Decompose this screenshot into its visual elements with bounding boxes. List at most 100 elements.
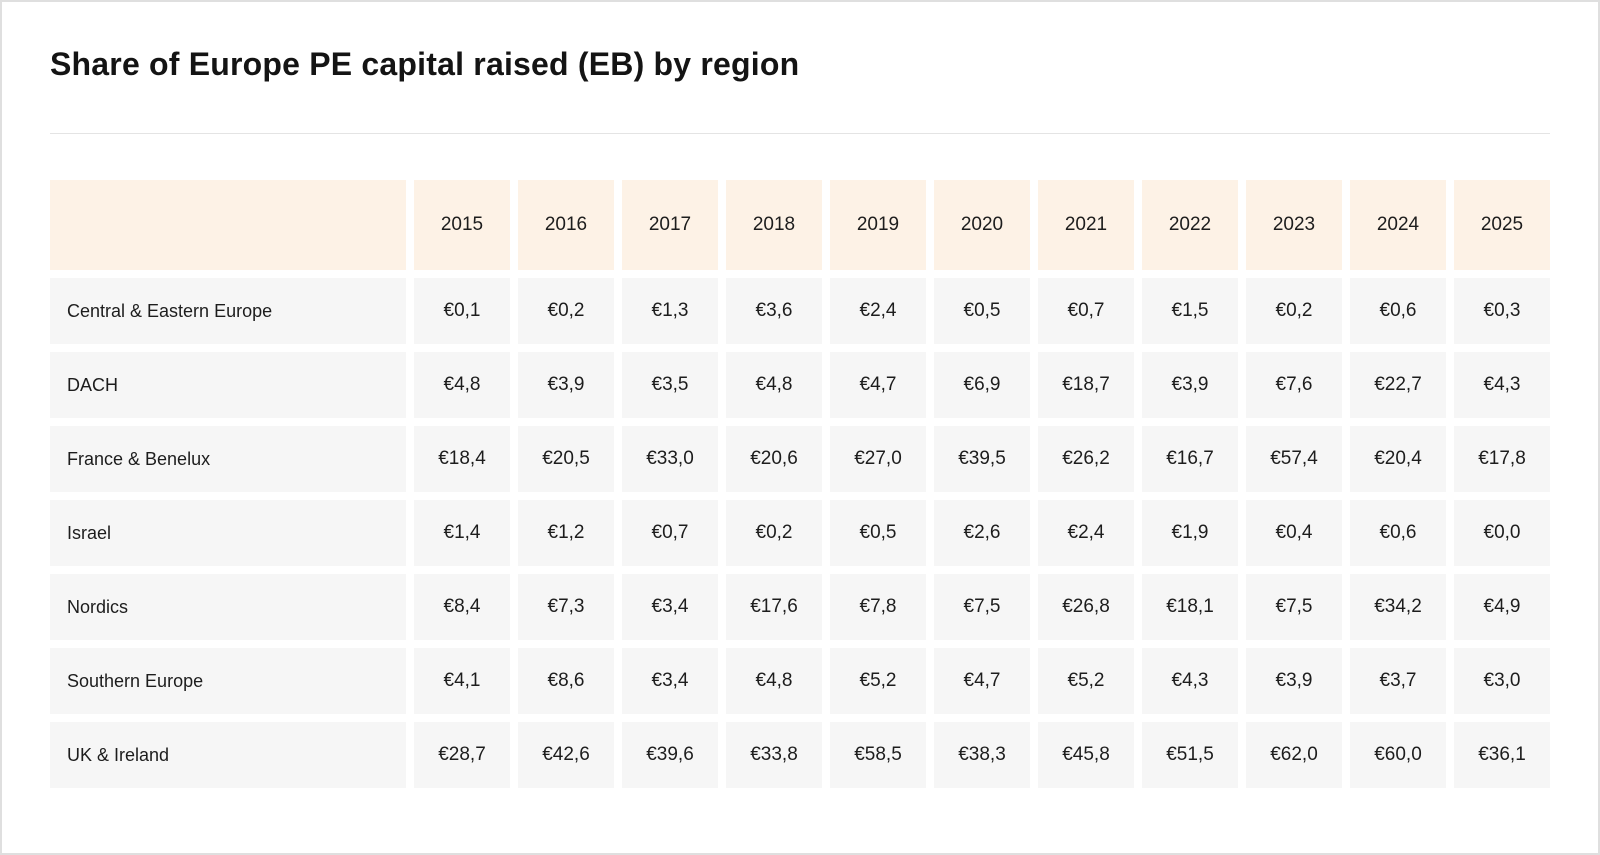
- value-cell: €7,6: [1246, 352, 1342, 418]
- value-cell: €8,6: [518, 648, 614, 714]
- year-column-header: 2023: [1246, 180, 1342, 270]
- value-cell: €36,1: [1454, 722, 1550, 788]
- value-cell: €20,6: [726, 426, 822, 492]
- region-label: Southern Europe: [50, 648, 406, 714]
- value-cell: €22,7: [1350, 352, 1446, 418]
- value-cell: €4,8: [726, 352, 822, 418]
- value-cell: €0,5: [830, 500, 926, 566]
- value-cell: €17,8: [1454, 426, 1550, 492]
- value-cell: €4,3: [1454, 352, 1550, 418]
- value-cell: €57,4: [1246, 426, 1342, 492]
- value-cell: €62,0: [1246, 722, 1342, 788]
- value-cell: €38,3: [934, 722, 1030, 788]
- value-cell: €58,5: [830, 722, 926, 788]
- value-cell: €18,7: [1038, 352, 1134, 418]
- value-cell: €3,6: [726, 278, 822, 344]
- value-cell: €39,5: [934, 426, 1030, 492]
- region-label: Israel: [50, 500, 406, 566]
- year-column-header: 2022: [1142, 180, 1238, 270]
- year-column-header: 2016: [518, 180, 614, 270]
- region-label: Nordics: [50, 574, 406, 640]
- value-cell: €20,4: [1350, 426, 1446, 492]
- value-cell: €0,7: [1038, 278, 1134, 344]
- value-cell: €0,6: [1350, 278, 1446, 344]
- value-cell: €7,8: [830, 574, 926, 640]
- value-cell: €3,5: [622, 352, 718, 418]
- value-cell: €1,3: [622, 278, 718, 344]
- value-cell: €18,1: [1142, 574, 1238, 640]
- value-cell: €2,6: [934, 500, 1030, 566]
- value-cell: €0,6: [1350, 500, 1446, 566]
- value-cell: €4,8: [414, 352, 510, 418]
- value-cell: €7,5: [934, 574, 1030, 640]
- value-cell: €28,7: [414, 722, 510, 788]
- year-column-header: 2017: [622, 180, 718, 270]
- value-cell: €3,7: [1350, 648, 1446, 714]
- value-cell: €51,5: [1142, 722, 1238, 788]
- value-cell: €0,2: [726, 500, 822, 566]
- value-cell: €0,2: [518, 278, 614, 344]
- title-divider: [50, 133, 1550, 134]
- value-cell: €39,6: [622, 722, 718, 788]
- value-cell: €5,2: [1038, 648, 1134, 714]
- value-cell: €45,8: [1038, 722, 1134, 788]
- page-title: Share of Europe PE capital raised (EB) b…: [50, 46, 800, 82]
- value-cell: €0,4: [1246, 500, 1342, 566]
- value-cell: €0,1: [414, 278, 510, 344]
- year-column-header: 2018: [726, 180, 822, 270]
- value-cell: €4,3: [1142, 648, 1238, 714]
- value-cell: €20,5: [518, 426, 614, 492]
- value-cell: €3,4: [622, 574, 718, 640]
- value-cell: €33,8: [726, 722, 822, 788]
- value-cell: €1,4: [414, 500, 510, 566]
- value-cell: €7,3: [518, 574, 614, 640]
- value-cell: €34,2: [1350, 574, 1446, 640]
- value-cell: €17,6: [726, 574, 822, 640]
- year-column-header: 2021: [1038, 180, 1134, 270]
- region-label: France & Benelux: [50, 426, 406, 492]
- value-cell: €7,5: [1246, 574, 1342, 640]
- value-cell: €4,7: [934, 648, 1030, 714]
- value-cell: €42,6: [518, 722, 614, 788]
- value-cell: €0,5: [934, 278, 1030, 344]
- value-cell: €27,0: [830, 426, 926, 492]
- value-cell: €4,7: [830, 352, 926, 418]
- value-cell: €5,2: [830, 648, 926, 714]
- value-cell: €0,0: [1454, 500, 1550, 566]
- year-column-header: 2024: [1350, 180, 1446, 270]
- value-cell: €4,9: [1454, 574, 1550, 640]
- value-cell: €0,3: [1454, 278, 1550, 344]
- value-cell: €2,4: [1038, 500, 1134, 566]
- value-cell: €1,2: [518, 500, 614, 566]
- value-cell: €3,9: [1142, 352, 1238, 418]
- value-cell: €18,4: [414, 426, 510, 492]
- value-cell: €0,7: [622, 500, 718, 566]
- value-cell: €4,8: [726, 648, 822, 714]
- value-cell: €6,9: [934, 352, 1030, 418]
- year-column-header: 2015: [414, 180, 510, 270]
- value-cell: €60,0: [1350, 722, 1446, 788]
- value-cell: €0,2: [1246, 278, 1342, 344]
- region-label: DACH: [50, 352, 406, 418]
- value-cell: €1,9: [1142, 500, 1238, 566]
- value-cell: €3,4: [622, 648, 718, 714]
- value-cell: €8,4: [414, 574, 510, 640]
- value-cell: €26,2: [1038, 426, 1134, 492]
- value-cell: €4,1: [414, 648, 510, 714]
- value-cell: €33,0: [622, 426, 718, 492]
- value-cell: €2,4: [830, 278, 926, 344]
- value-cell: €1,5: [1142, 278, 1238, 344]
- value-cell: €3,0: [1454, 648, 1550, 714]
- year-column-header: 2019: [830, 180, 926, 270]
- value-cell: €16,7: [1142, 426, 1238, 492]
- region-label: UK & Ireland: [50, 722, 406, 788]
- value-cell: €3,9: [518, 352, 614, 418]
- year-column-header: 2020: [934, 180, 1030, 270]
- table-corner-cell: [50, 180, 406, 270]
- year-column-header: 2025: [1454, 180, 1550, 270]
- value-cell: €3,9: [1246, 648, 1342, 714]
- capital-raised-table: 2015 2016 2017 2018 2019 2020 2021 2022 2023 2024…: [50, 180, 1550, 788]
- region-label: Central & Eastern Europe: [50, 278, 406, 344]
- value-cell: €26,8: [1038, 574, 1134, 640]
